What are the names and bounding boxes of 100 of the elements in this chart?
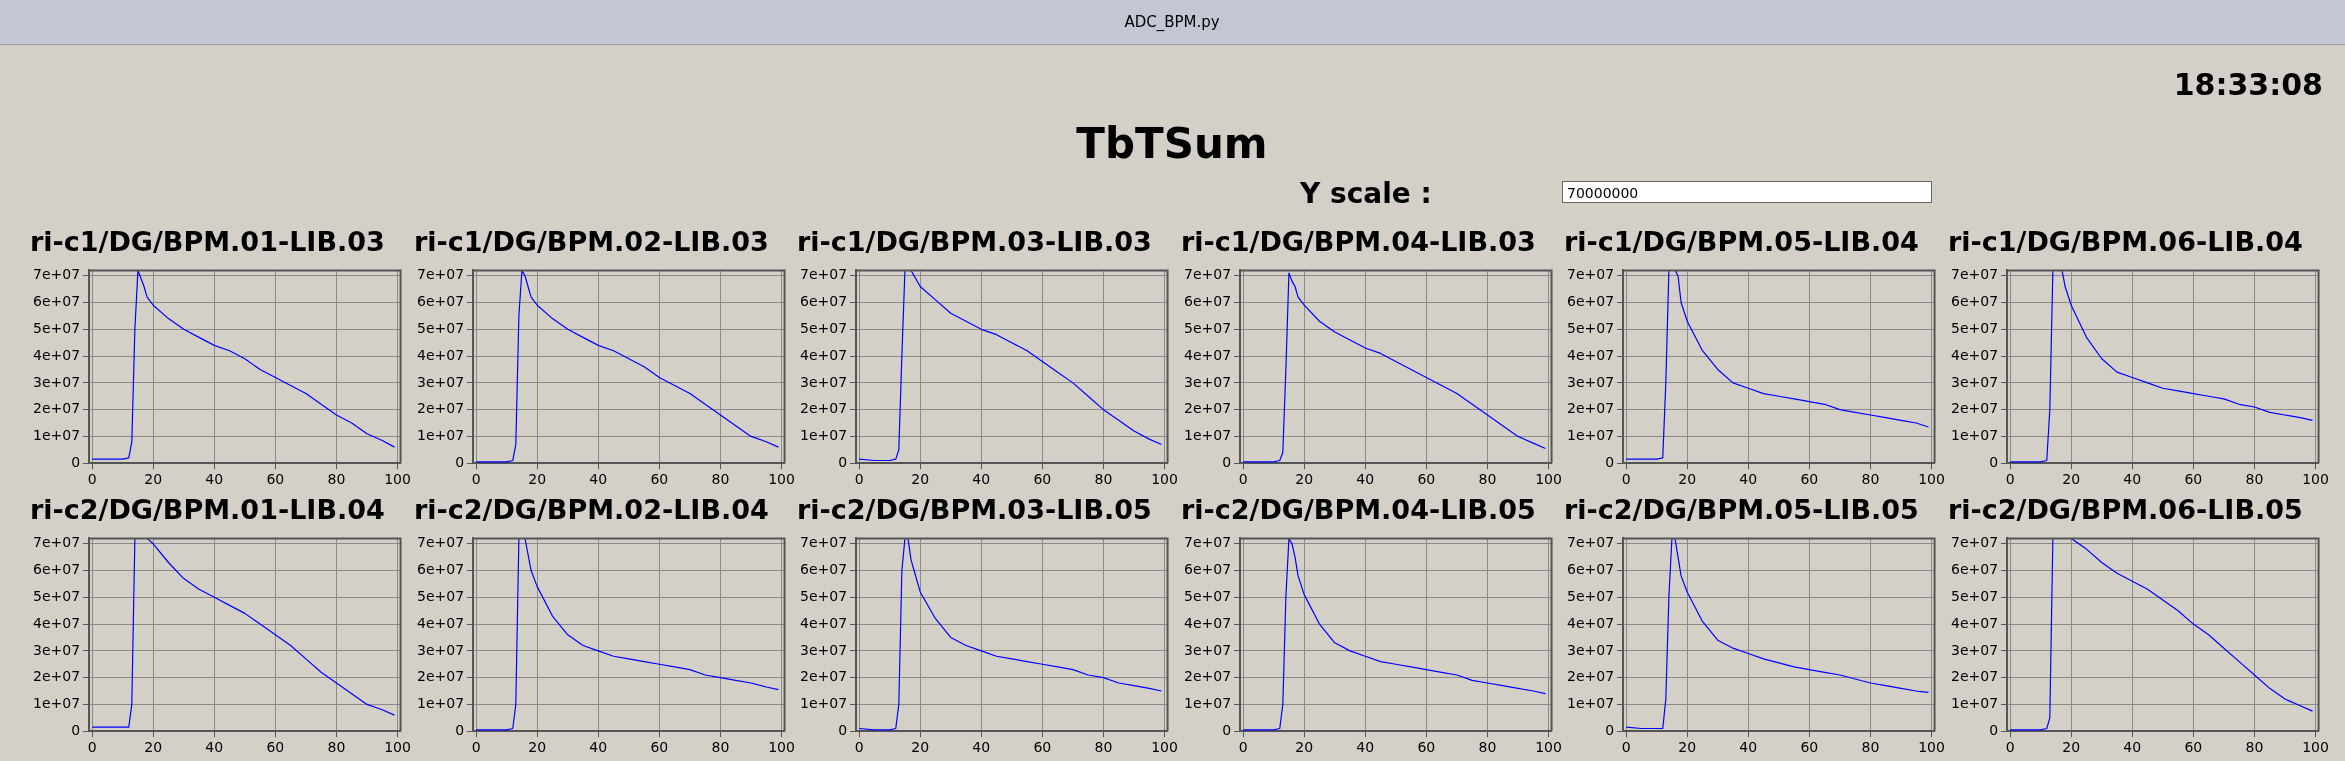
y-tick-label: 2e+07 (1566, 668, 1615, 685)
y-tick-label: 1e+07 (1183, 695, 1231, 712)
x-tick-label: 80 (1094, 471, 1113, 488)
text: Y scale : (1300, 176, 1432, 210)
x-tick-label: 40 (1739, 739, 1758, 756)
y-tick-label: 0 (1221, 721, 1231, 738)
x-tick-label: 80 (327, 471, 346, 488)
x-tick-label: 20 (144, 471, 163, 488)
y-tick-label: 4e+07 (32, 346, 81, 363)
x-tick-label: 0 (1621, 471, 1631, 488)
y-tick-label: 6e+07 (1566, 561, 1615, 578)
y-tick-label: 4e+07 (416, 346, 464, 363)
y-tick-label: 7e+07 (1566, 534, 1615, 551)
x-tick-label: 0 (1238, 471, 1248, 488)
x-tick-label: 100 (767, 471, 795, 488)
chart-title: ri-c2/DG/BPM.04-LIB.05 (1180, 494, 1536, 526)
x-tick-label: 0 (854, 471, 864, 488)
y-tick-label: 5e+07 (32, 587, 81, 604)
y-tick-label: 7e+07 (32, 534, 81, 551)
chart-title: ri-c1/DG/BPM.02-LIB.03 (413, 226, 769, 258)
y-tick-label: 6e+07 (32, 293, 81, 310)
chart-title: ri-c1/DG/BPM.06-LIB.04 (1947, 226, 2303, 258)
x-tick-label: 20 (527, 471, 546, 488)
text: 18:33:08 (2173, 66, 2323, 102)
y-tick-label: 0 (838, 721, 848, 738)
x-tick-label: 40 (205, 739, 224, 756)
y-tick-label: 4e+07 (1183, 614, 1231, 631)
y-tick-label: 6e+07 (1950, 293, 1998, 310)
y-tick-label: 2e+07 (32, 400, 81, 417)
x-tick-label: 0 (471, 739, 481, 756)
x-tick-label: 80 (1861, 471, 1880, 488)
x-tick-label: 80 (711, 739, 729, 756)
y-tick-label: 5e+07 (1950, 319, 1998, 336)
x-tick-label: 20 (2061, 739, 2080, 756)
y-tick-label: 2e+07 (1183, 668, 1231, 685)
x-tick-label: 100 (1918, 471, 1945, 488)
y-tick-label: 2e+07 (1566, 400, 1615, 417)
y-tick-label: 0 (1605, 453, 1615, 470)
y-tick-label: 4e+07 (416, 614, 464, 631)
x-tick-label: 100 (2301, 739, 2329, 756)
x-tick-label: 100 (767, 739, 795, 756)
chart-title: ri-c1/DG/BPM.04-LIB.03 (1180, 226, 1536, 258)
chart-title: ri-c2/DG/BPM.01-LIB.04 (30, 494, 385, 526)
y-tick-label: 1e+07 (1950, 427, 1998, 444)
x-tick-label: 60 (1033, 739, 1052, 756)
y-tick-label: 5e+07 (1566, 587, 1615, 604)
chart-title: ri-c2/DG/BPM.05-LIB.05 (1564, 494, 1919, 526)
text-field: 70000000 (1562, 181, 1932, 203)
y-tick-label: 3e+07 (32, 641, 81, 658)
x-tick-label: 20 (911, 739, 930, 756)
x-tick-label: 0 (2005, 739, 2015, 756)
y-tick-label: 6e+07 (1183, 561, 1231, 578)
x-tick-label: 0 (87, 739, 97, 756)
y-tick-label: 1e+07 (32, 695, 81, 712)
x-tick-label: 60 (1033, 471, 1052, 488)
y-tick-label: 1e+07 (416, 427, 464, 444)
y-tick-label: 0 (1988, 453, 1998, 470)
y-tick-label: 0 (71, 721, 81, 738)
x-tick-label: 40 (588, 739, 607, 756)
y-tick-label: 0 (1988, 721, 1998, 738)
y-tick-label: 4e+07 (799, 614, 848, 631)
y-tick-label: 1e+07 (1566, 427, 1615, 444)
x-tick-label: 40 (1355, 471, 1374, 488)
y-tick-label: 5e+07 (1183, 319, 1231, 336)
y-tick-label: 3e+07 (1566, 373, 1615, 390)
y-tick-label: 7e+07 (799, 266, 848, 283)
y-tick-label: 6e+07 (1566, 293, 1615, 310)
x-tick-label: 80 (1478, 739, 1496, 756)
y-tick-label: 5e+07 (799, 319, 848, 336)
x-tick-label: 80 (2245, 739, 2263, 756)
x-tick-label: 20 (527, 739, 546, 756)
x-tick-label: 0 (471, 471, 481, 488)
y-tick-label: 7e+07 (416, 534, 464, 551)
x-tick-label: 40 (972, 739, 991, 756)
x-tick-label: 80 (2245, 471, 2263, 488)
y-tick-label: 3e+07 (799, 373, 848, 390)
x-tick-label: 40 (205, 471, 224, 488)
x-tick-label: 40 (1739, 471, 1758, 488)
y-tick-label: 2e+07 (32, 668, 81, 685)
x-tick-label: 40 (972, 471, 991, 488)
y-tick-label: 3e+07 (1950, 641, 1998, 658)
y-tick-label: 2e+07 (1950, 668, 1998, 685)
y-tick-label: 6e+07 (799, 293, 848, 310)
y-tick-label: 3e+07 (799, 641, 848, 658)
y-tick-label: 4e+07 (1566, 614, 1615, 631)
y-tick-label: 4e+07 (32, 614, 81, 631)
y-tick-label: 0 (71, 453, 81, 470)
x-tick-label: 100 (2301, 471, 2329, 488)
x-tick-label: 100 (1151, 471, 1178, 488)
y-tick-label: 0 (838, 453, 848, 470)
chart-title: ri-c2/DG/BPM.02-LIB.04 (413, 494, 769, 526)
y-tick-label: 3e+07 (1566, 641, 1615, 658)
y-tick-label: 0 (1221, 453, 1231, 470)
y-tick-label: 5e+07 (1950, 587, 1998, 604)
x-tick-label: 20 (2061, 471, 2080, 488)
chart-title: ri-c2/DG/BPM.03-LIB.05 (797, 494, 1152, 526)
y-tick-label: 4e+07 (1950, 614, 1998, 631)
y-tick-label: 4e+07 (1950, 346, 1998, 363)
x-tick-label: 40 (588, 471, 607, 488)
y-tick-label: 5e+07 (1566, 319, 1615, 336)
